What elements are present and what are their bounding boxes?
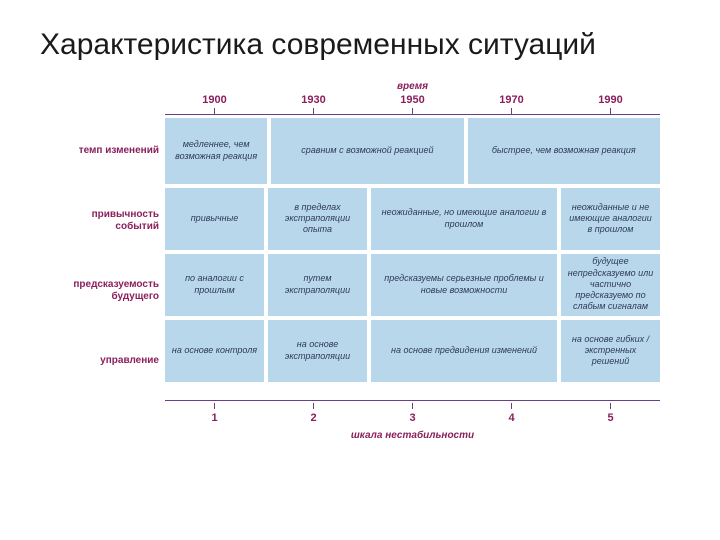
year-label: 1950 [363,94,462,106]
year-label: 1930 [264,94,363,106]
row-labels: темп измененийпривычность событийпредска… [70,118,165,394]
axis-tick [313,403,314,409]
chart: время 19001930195019701990 темп изменени… [70,81,660,441]
cell-row: привычныев пределах экстраполяции опытан… [165,184,660,250]
axis-tick [610,108,611,114]
cell: медленнее, чем возможная реакция [165,118,271,184]
cell: на основе предвидения изменений [371,320,561,382]
top-axis-label: время [165,81,660,92]
cell: на основе экстраполяции [268,320,371,382]
bottom-axis-label: шкала нестабильности [165,430,660,441]
bottom-axis-line [165,400,660,401]
bottom-tick-row [165,403,660,409]
scale-row: 12345 [165,412,660,424]
page-title: Характеристика современных ситуаций [40,28,680,63]
year-label: 1990 [561,94,660,106]
scale-number: 3 [363,412,462,424]
cell-row: медленнее, чем возможная реакциясравним … [165,118,660,184]
axis-tick [412,108,413,114]
cell: быстрее, чем возможная реакция [468,118,660,184]
scale-number: 4 [462,412,561,424]
cell-row: на основе контроляна основе экстраполяци… [165,316,660,382]
axis-tick [511,403,512,409]
cell: на основе гибких / экстренных решений [561,320,660,382]
year-label: 1900 [165,94,264,106]
scale-number: 1 [165,412,264,424]
row-label: управление [70,328,165,394]
axis-tick [214,108,215,114]
top-axis-line [165,114,660,115]
cell: путем экстраполяции [268,254,371,316]
scale-number: 5 [561,412,660,424]
scale-number: 2 [264,412,363,424]
cell: по аналогии с прошлым [165,254,268,316]
year-label: 1970 [462,94,561,106]
axis-tick [214,403,215,409]
axis-tick [313,108,314,114]
grid: темп измененийпривычность событийпредска… [70,118,660,394]
axis-tick [412,403,413,409]
cell: неожиданные и не имеющие аналогии в прош… [561,188,660,250]
top-tick-row [165,108,660,114]
cells: медленнее, чем возможная реакциясравним … [165,118,660,394]
axis-tick [610,403,611,409]
years-row: 19001930195019701990 [165,94,660,106]
row-label: предсказуемость будущего [70,258,165,324]
cell: неожиданные, но имеющие аналогии в прошл… [371,188,561,250]
cell: привычные [165,188,268,250]
cell: будущее непредсказуемо или частично пред… [561,254,660,316]
cell: сравним с возможной реакцией [271,118,467,184]
row-label: привычность событий [70,188,165,254]
cell: предсказуемы серьезные проблемы и новые … [371,254,561,316]
row-label: темп изменений [70,118,165,184]
cell: в пределах экстраполяции опыта [268,188,371,250]
axis-tick [511,108,512,114]
cell-row: по аналогии с прошлымпутем экстраполяции… [165,250,660,316]
cell: на основе контроля [165,320,268,382]
